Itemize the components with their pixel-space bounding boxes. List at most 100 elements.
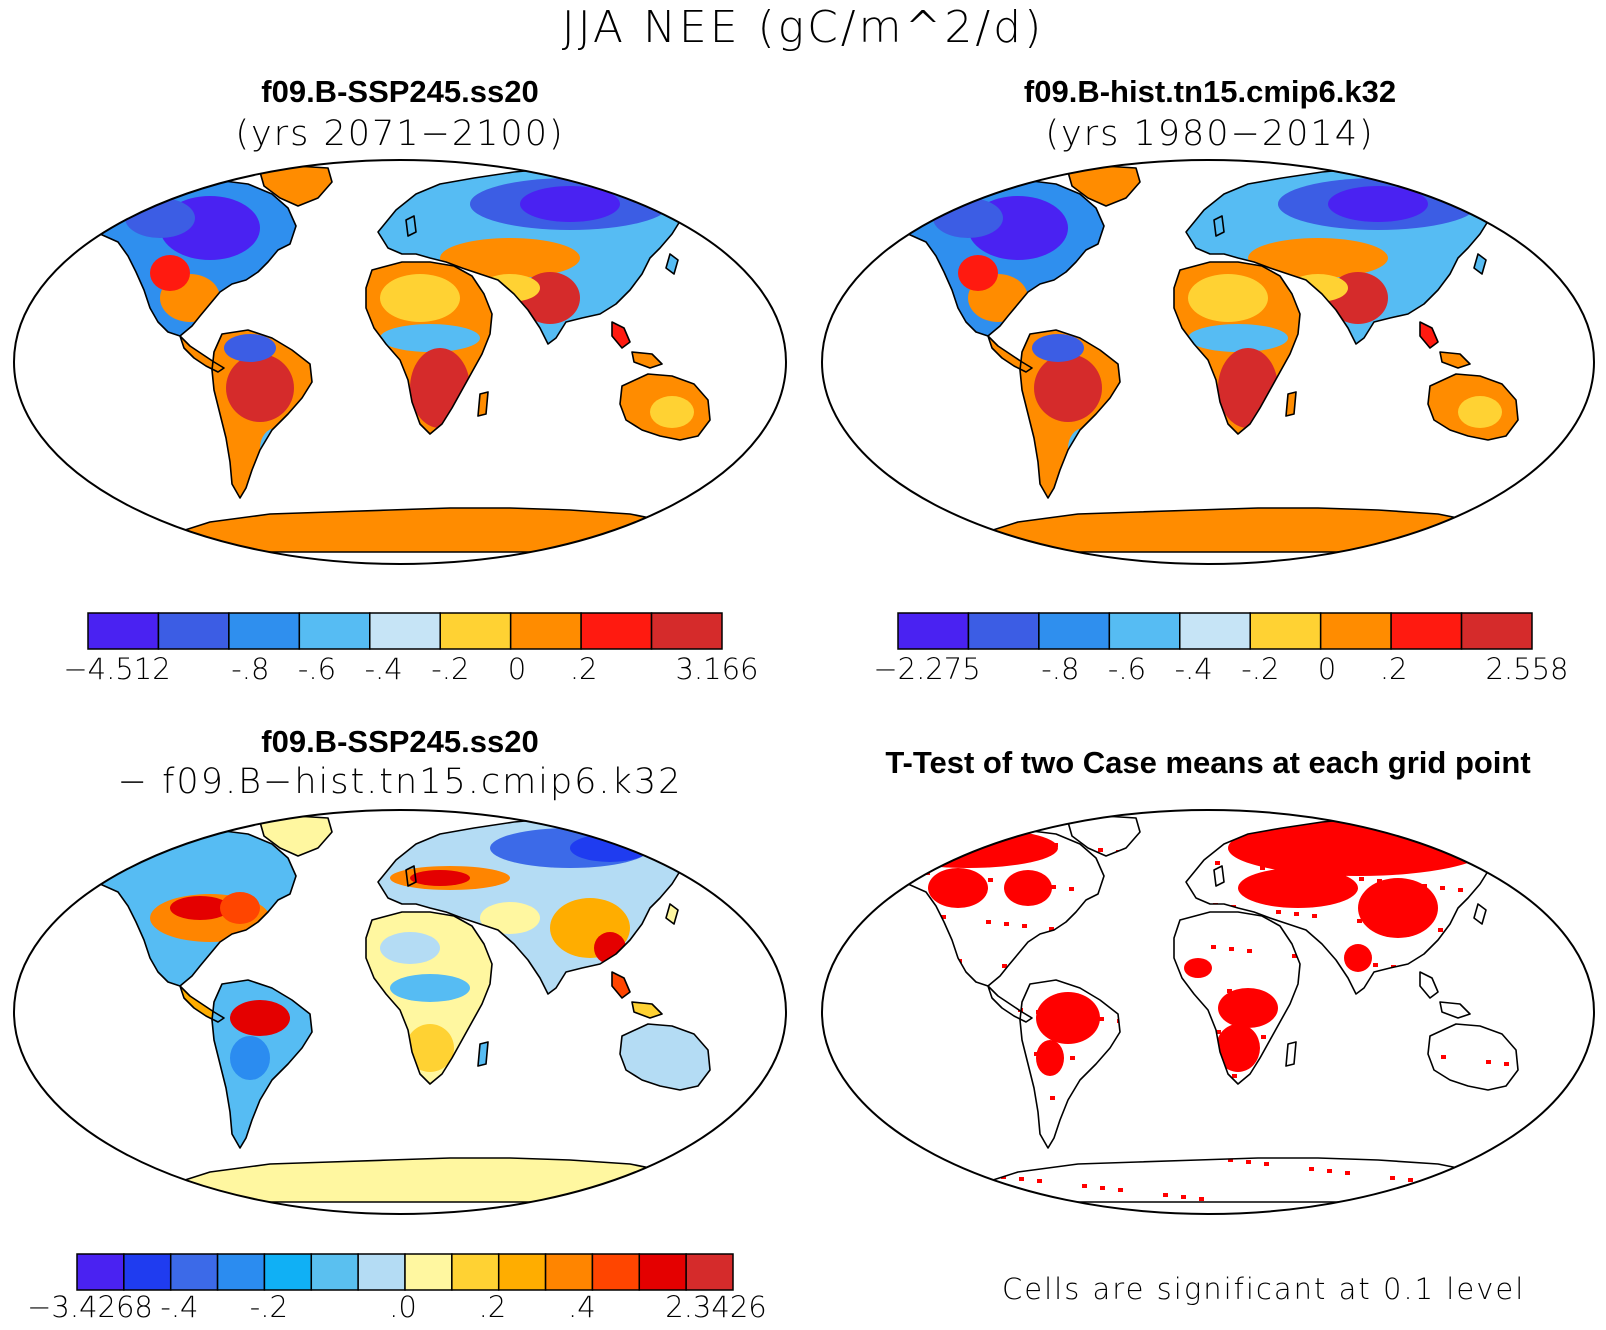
sig-cell xyxy=(1343,833,1348,837)
colorbar-swatch xyxy=(451,1253,500,1291)
sig-cell xyxy=(1232,1074,1237,1078)
sig-cell xyxy=(1440,886,1445,890)
sig-cell xyxy=(1422,884,1427,888)
coastline-seasia1 xyxy=(1419,971,1439,999)
landmass-madagascar xyxy=(1286,392,1296,416)
sig-cell xyxy=(1246,1160,1251,1164)
sig-cell xyxy=(1586,860,1591,864)
field-patch xyxy=(230,1036,270,1080)
sig-cell xyxy=(956,1170,961,1174)
panel-2-colorbar xyxy=(897,612,1533,650)
sig-cell xyxy=(1325,831,1330,835)
colorbar-swatch xyxy=(1038,612,1111,650)
sig-cell xyxy=(941,915,946,919)
map-frame xyxy=(821,159,1595,565)
panel-1-colorbar xyxy=(87,612,723,650)
sig-cell xyxy=(1228,1158,1233,1162)
sig-cell xyxy=(1504,1062,1509,1066)
coastline-britain xyxy=(1213,865,1225,887)
sig-cell xyxy=(1017,839,1022,843)
colorbar-tick-label: 0 xyxy=(1317,652,1337,686)
field-patch xyxy=(226,354,294,422)
sig-cell xyxy=(1261,1035,1266,1039)
colorbar-swatch xyxy=(357,1253,406,1291)
sig-cell xyxy=(1099,1017,1104,1021)
field-patch xyxy=(1216,1024,1260,1072)
field-patch xyxy=(520,186,620,222)
field-patch xyxy=(928,868,988,908)
coastline-japan xyxy=(1473,903,1487,925)
field-patch xyxy=(480,902,540,934)
landmass-seasia1 xyxy=(1420,972,1438,998)
panel-1-map xyxy=(13,159,787,565)
sig-cell xyxy=(1585,1071,1590,1075)
sig-cell xyxy=(1309,1167,1314,1171)
sig-cell xyxy=(1247,949,1252,953)
sig-cell xyxy=(1229,947,1234,951)
colorbar-tick-label: -.4 xyxy=(1174,652,1213,686)
colorbar-swatch xyxy=(580,612,653,650)
colorbar-swatch xyxy=(76,1253,125,1291)
sig-cell xyxy=(1243,1033,1248,1037)
colorbar-tick-label: -.6 xyxy=(297,652,337,686)
sig-cell xyxy=(1216,1030,1221,1034)
colorbar-tick-label: -.2 xyxy=(1241,652,1280,686)
sig-cell xyxy=(1034,1052,1039,1056)
colorbar-swatch xyxy=(1460,612,1533,650)
coastline-samerica xyxy=(211,329,313,499)
panel-4-title: T-Test of two Case means at each grid po… xyxy=(885,745,1531,780)
sig-cell xyxy=(891,825,896,829)
colorbar-swatch xyxy=(650,612,723,650)
field-patch xyxy=(1032,334,1084,362)
coastline-australia xyxy=(1427,373,1519,441)
coastline-australia xyxy=(619,373,711,441)
sig-cell xyxy=(1163,1193,1168,1197)
sig-cell xyxy=(1408,1178,1413,1182)
field-patch xyxy=(220,892,260,924)
landmass-antarctica xyxy=(160,508,686,552)
colorbar-tick-label: 0 xyxy=(507,652,527,686)
map-frame xyxy=(821,809,1595,1215)
colorbar-tick-label: −3.4268 xyxy=(27,1290,153,1324)
field-patch xyxy=(380,274,460,322)
sig-cell xyxy=(1390,1176,1395,1180)
field-patch xyxy=(380,324,480,352)
sig-cell xyxy=(1019,1177,1024,1181)
landmass-britain xyxy=(1214,866,1224,886)
landmass-antarctica xyxy=(968,1158,1494,1202)
colorbar-tick-label: .0 xyxy=(389,1290,417,1324)
landmass-australia xyxy=(1428,1024,1518,1090)
landmass-newzealand xyxy=(1554,456,1566,476)
sig-cell xyxy=(1260,866,1265,870)
sig-cell xyxy=(1327,1169,1332,1173)
sig-cell xyxy=(1069,887,1074,891)
colorbar-swatch xyxy=(685,1253,734,1291)
sig-cell xyxy=(1294,912,1299,916)
colorbar-tick-label: .2 xyxy=(478,1290,507,1324)
panel-2-subtitle: (yrs 1980−2014) xyxy=(1045,114,1375,154)
sig-cell xyxy=(1049,927,1054,931)
colorbar-tick-label: 2.558 xyxy=(1485,652,1569,686)
coastline-japan xyxy=(665,903,679,925)
sig-cell xyxy=(1518,1148,1523,1152)
coastline-madagascar xyxy=(477,1041,489,1067)
sig-cell xyxy=(1505,851,1510,855)
field-patch xyxy=(650,396,694,428)
colorbar-swatch xyxy=(544,1253,594,1291)
coastline-japan xyxy=(1473,253,1487,275)
sig-cell xyxy=(1534,1192,1539,1196)
sig-cell xyxy=(1035,841,1040,845)
field-patch xyxy=(1248,238,1388,278)
coastline-africa xyxy=(1173,261,1301,435)
field-patch xyxy=(380,932,440,964)
colorbar-tick-label: −4.512 xyxy=(63,652,171,686)
sig-cell xyxy=(986,920,991,924)
sig-cell xyxy=(1054,1012,1059,1016)
sig-cell xyxy=(1002,964,1007,968)
landmass-britain xyxy=(406,216,416,236)
panel-4-map xyxy=(821,809,1595,1215)
sig-cell xyxy=(938,1168,943,1172)
colorbar-swatch xyxy=(1179,612,1251,650)
colorbar-swatch xyxy=(1390,612,1463,650)
panel-3-subtitle: − f09.B−hist.tn15.cmip6.k32 xyxy=(117,762,683,802)
